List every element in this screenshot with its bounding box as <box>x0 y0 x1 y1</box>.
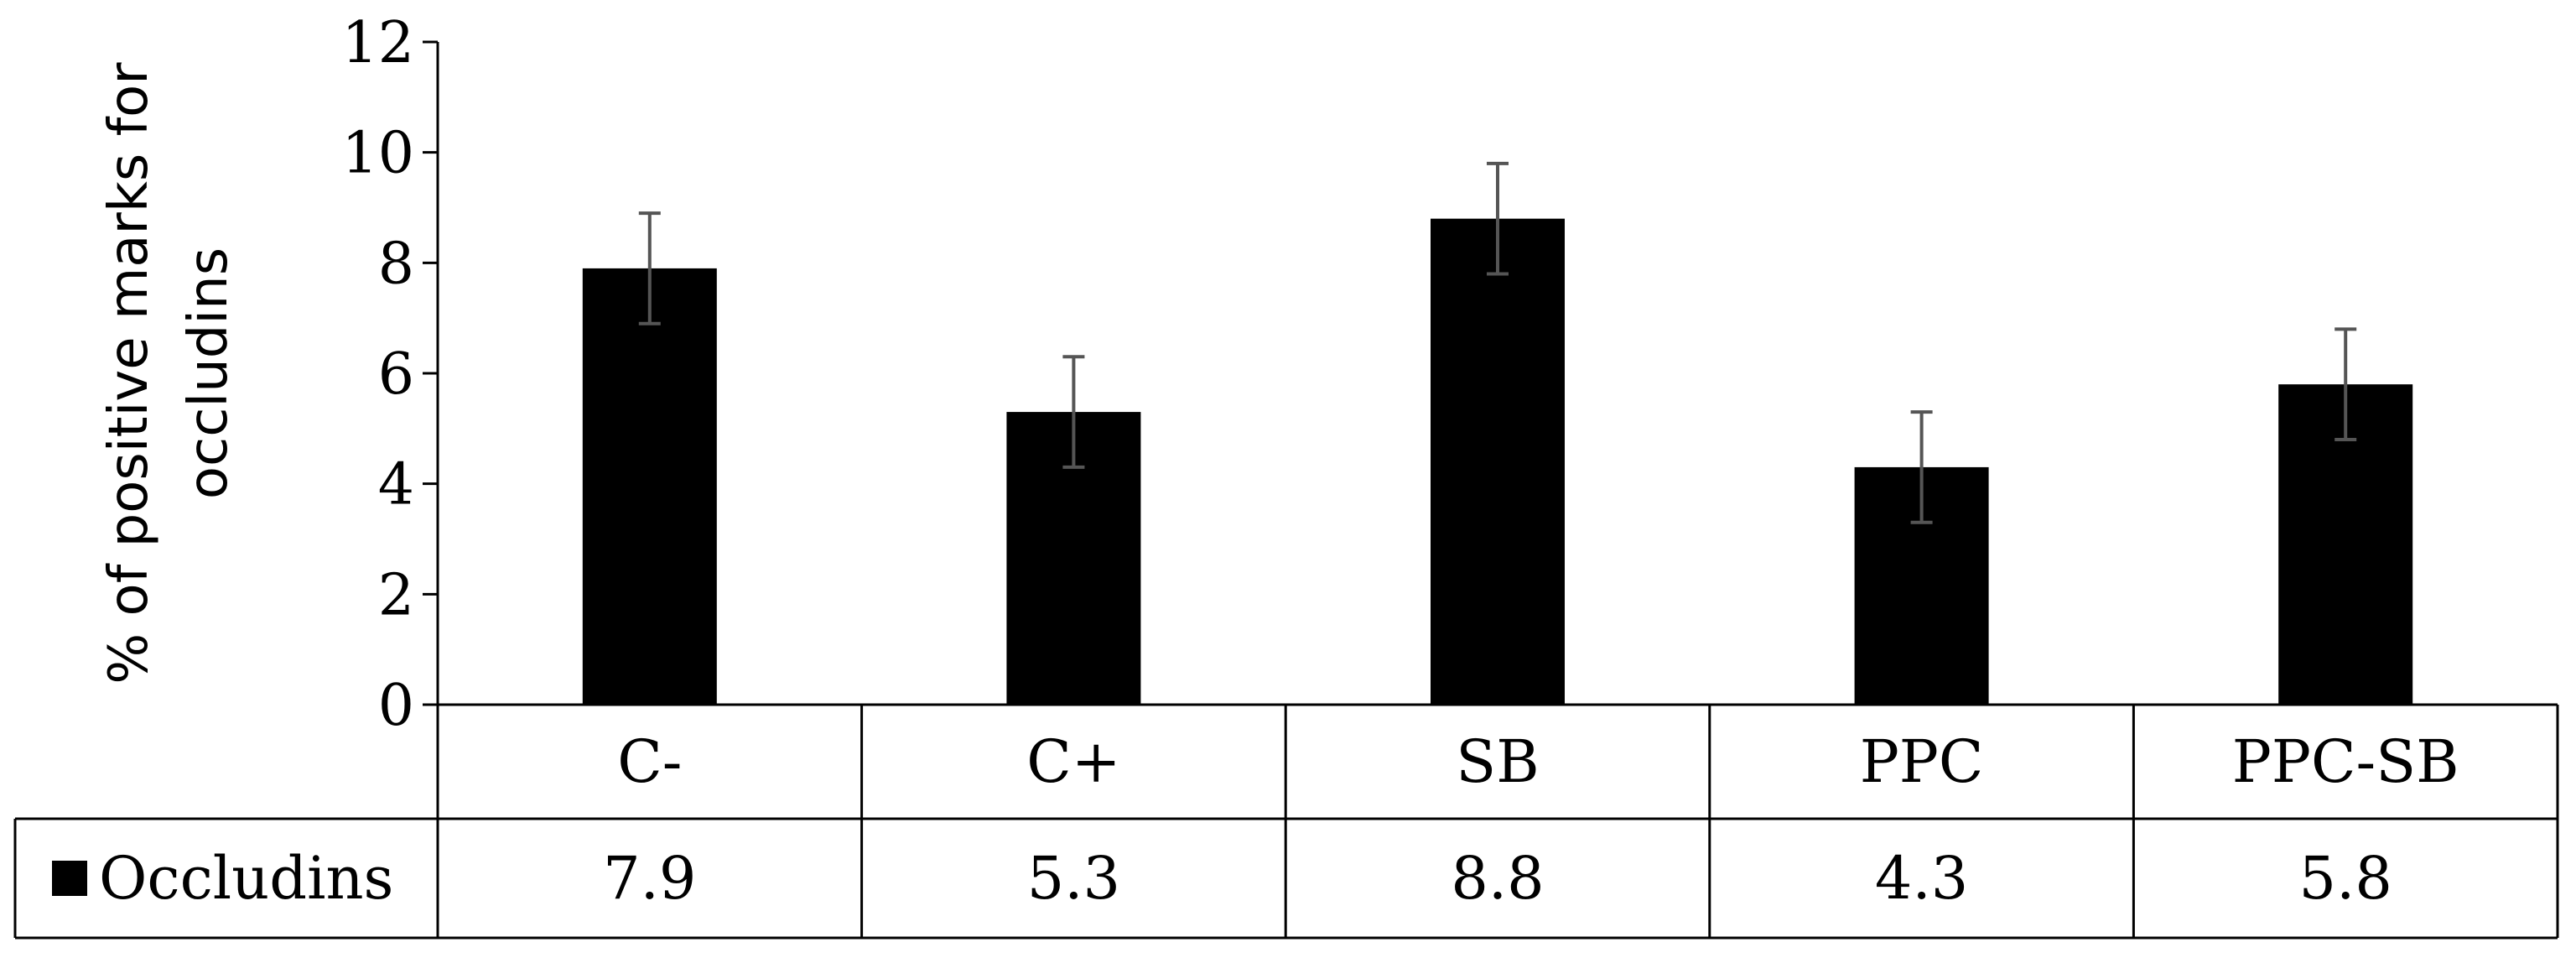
y-axis-title-line-1: % of positive marks for <box>98 62 160 685</box>
y-tick-label: 6 <box>378 341 414 408</box>
bar <box>1431 218 1565 705</box>
data-table: C- 7.9 C+ 5.3 SB 8.8 PPC 4.3 PPC-SB 5.8 Occludins <box>13 703 2559 940</box>
data-table-value: 8.8 <box>1451 844 1544 913</box>
y-tick-label: 4 <box>378 452 414 518</box>
y-axis-title: % of positive marks for occludins <box>98 62 240 685</box>
y-tick-label: 8 <box>378 231 414 297</box>
bar <box>582 268 717 705</box>
y-tick-label: 0 <box>378 673 414 739</box>
y-tick-label: 12 <box>341 10 414 76</box>
bars <box>582 218 2413 705</box>
y-axis-title-line-2: occludins <box>178 247 240 499</box>
legend-key-swatch <box>52 861 87 896</box>
data-table-value: 5.8 <box>2299 844 2392 913</box>
data-table-value: 5.3 <box>1027 844 1120 913</box>
data-table-value: 7.9 <box>603 844 696 913</box>
x-category-label: SB <box>1456 727 1539 796</box>
y-tick-label: 10 <box>341 121 414 187</box>
error-bars <box>638 161 2357 524</box>
y-axis: 0 2 4 6 8 10 12 <box>341 10 439 739</box>
legend-series-name: Occludins <box>99 844 393 913</box>
x-category-label: PPC-SB <box>2232 727 2459 796</box>
y-tick-label: 2 <box>378 562 414 628</box>
x-category-label: PPC <box>1860 727 1984 796</box>
data-table-value: 4.3 <box>1875 844 1968 913</box>
x-category-label: C+ <box>1026 727 1120 796</box>
x-category-label: C- <box>617 727 682 796</box>
